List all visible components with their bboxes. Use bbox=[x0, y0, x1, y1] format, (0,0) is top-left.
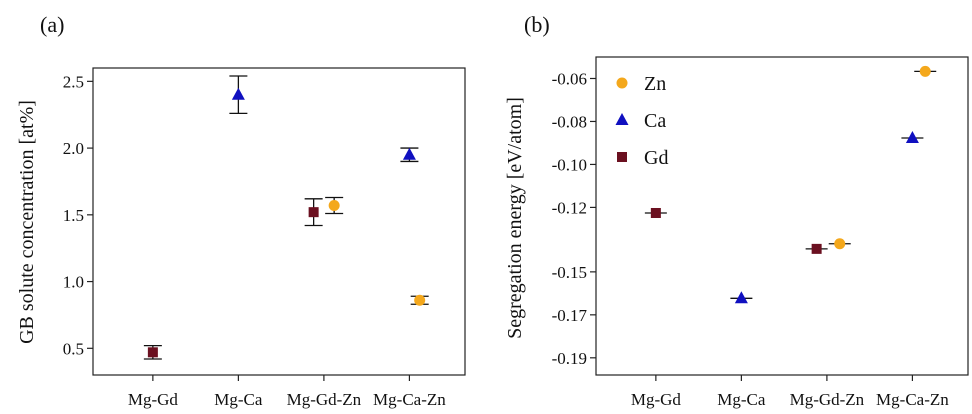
data-point-ca bbox=[231, 87, 245, 100]
panel-a-y-axis-label: GB solute concentration [at%] bbox=[16, 100, 38, 344]
y-tick-label: 2.5 bbox=[63, 72, 84, 91]
x-tick-label: Mg-Ca-Zn bbox=[373, 390, 446, 409]
y-tick-label: -0.06 bbox=[552, 69, 587, 88]
panel-a-frame bbox=[92, 67, 466, 376]
legend-label-zn: Zn bbox=[644, 73, 666, 95]
x-tick-label: Mg-Gd bbox=[631, 390, 682, 409]
legend-marker-gd bbox=[617, 152, 627, 162]
legend-label-gd: Gd bbox=[644, 147, 668, 169]
y-tick-label: -0.10 bbox=[552, 155, 587, 174]
data-point-gd bbox=[811, 243, 822, 254]
panel-b-x-axis: Mg-Gd Mg-Ca Mg-Gd-Zn Mg-Ca-Zn bbox=[631, 375, 949, 409]
legend-marker-zn bbox=[616, 77, 628, 89]
panel-b-y-axis-label: Segregation energy [eV/atom] bbox=[504, 97, 526, 339]
x-tick-label: Mg-Ca-Zn bbox=[876, 390, 949, 409]
legend-label-ca: Ca bbox=[644, 110, 666, 132]
panel-b-frame bbox=[595, 56, 969, 376]
panel-a-marks bbox=[143, 75, 429, 360]
data-point-zn bbox=[414, 294, 426, 306]
y-tick-label: 1.5 bbox=[63, 206, 84, 225]
data-point-gd bbox=[147, 347, 158, 358]
panel-a: (a) 0.51.01.52.02.5 Mg-Gd Mg-Ca Mg-Gd-Zn Mg… bbox=[16, 12, 466, 409]
legend-marker-ca bbox=[615, 113, 629, 125]
y-tick-label: -0.19 bbox=[552, 349, 587, 368]
x-tick-label: Mg-Gd-Zn bbox=[790, 390, 865, 409]
x-tick-label: Mg-Ca bbox=[717, 390, 766, 409]
panel-b: (b) -0.06-0.08-0.10-0.12-0.15-0.17-0.19 … bbox=[504, 12, 969, 409]
data-point-ca bbox=[734, 291, 748, 304]
y-tick-label: 2.0 bbox=[63, 139, 84, 158]
data-point-gd bbox=[308, 207, 319, 218]
panel-b-y-axis: -0.06 -0.08 -0.10 -0.12 -0.15 -0.17 -0.19 bbox=[552, 69, 596, 368]
data-point-ca bbox=[905, 131, 919, 144]
data-point-zn bbox=[834, 238, 846, 250]
y-tick-label: 1.0 bbox=[63, 273, 84, 292]
x-tick-label: Mg-Ca bbox=[214, 390, 263, 409]
y-tick-label: -0.17 bbox=[552, 306, 588, 325]
panel-a-y-axis: 0.5 1.0 1.5 2.0 2.5 bbox=[63, 72, 93, 358]
data-point-zn bbox=[328, 199, 340, 211]
y-tick-label: -0.08 bbox=[552, 112, 587, 131]
data-point-gd bbox=[650, 207, 661, 218]
panel-b-marks bbox=[644, 65, 937, 304]
data-point-zn bbox=[919, 65, 931, 77]
y-tick-label: 0.5 bbox=[63, 339, 84, 358]
data-point-ca bbox=[402, 147, 416, 160]
y-tick-label: -0.15 bbox=[552, 263, 587, 282]
panel-a-x-axis: Mg-Gd Mg-Ca Mg-Gd-Zn Mg-Ca-Zn bbox=[128, 375, 446, 409]
panel-b-label: (b) bbox=[524, 12, 550, 37]
y-tick-label: -0.12 bbox=[552, 198, 587, 217]
x-tick-label: Mg-Gd-Zn bbox=[287, 390, 362, 409]
x-tick-label: Mg-Gd bbox=[128, 390, 179, 409]
panel-a-label: (a) bbox=[40, 12, 64, 37]
panel-b-legend: Zn Ca Gd bbox=[615, 73, 668, 169]
